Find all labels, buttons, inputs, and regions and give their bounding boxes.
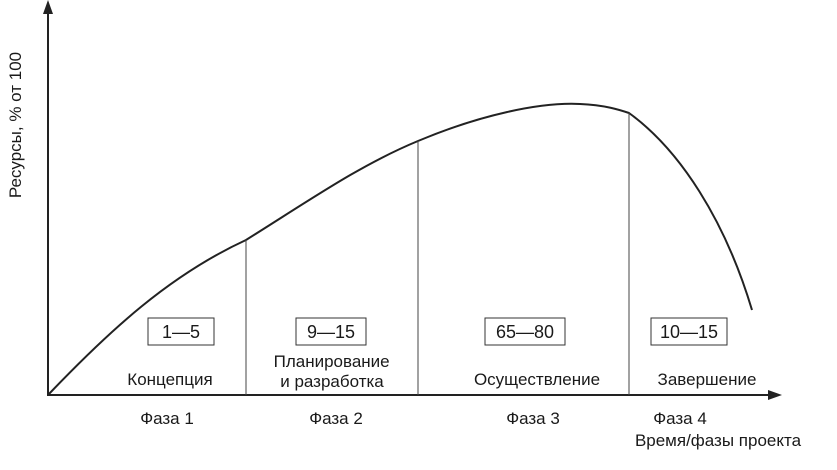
range-value-4: 10—15 xyxy=(660,322,718,342)
stage-label-2-line-2: и разработка xyxy=(280,372,384,391)
y-axis-arrow xyxy=(43,0,53,14)
stage-label-2: Планирование и разработка xyxy=(274,352,395,391)
range-value-1: 1—5 xyxy=(162,322,200,342)
x-axis-title: Время/фазы проекта xyxy=(635,431,802,450)
range-value-2: 9—15 xyxy=(307,322,355,342)
resource-curve xyxy=(47,102,753,396)
y-axis-title: Ресурсы, % от 100 xyxy=(6,52,25,198)
stage-label-3: Осуществление xyxy=(474,370,600,389)
stage-label-2-line-1: Планирование xyxy=(274,352,390,371)
phase-label-2: Фаза 2 xyxy=(309,409,363,428)
range-box-3: 65—80 xyxy=(484,317,566,346)
phase-label-4: Фаза 4 xyxy=(653,409,707,428)
x-axis-arrow xyxy=(768,390,782,400)
range-box-1: 1—5 xyxy=(147,317,215,346)
phase-label-3: Фаза 3 xyxy=(506,409,560,428)
range-value-3: 65—80 xyxy=(496,322,554,342)
range-box-2: 9—15 xyxy=(295,317,367,346)
phase-label-1: Фаза 1 xyxy=(140,409,194,428)
stage-label-4: Завершение xyxy=(658,370,757,389)
range-box-4: 10—15 xyxy=(650,317,728,346)
stage-label-1: Концепция xyxy=(127,370,212,389)
